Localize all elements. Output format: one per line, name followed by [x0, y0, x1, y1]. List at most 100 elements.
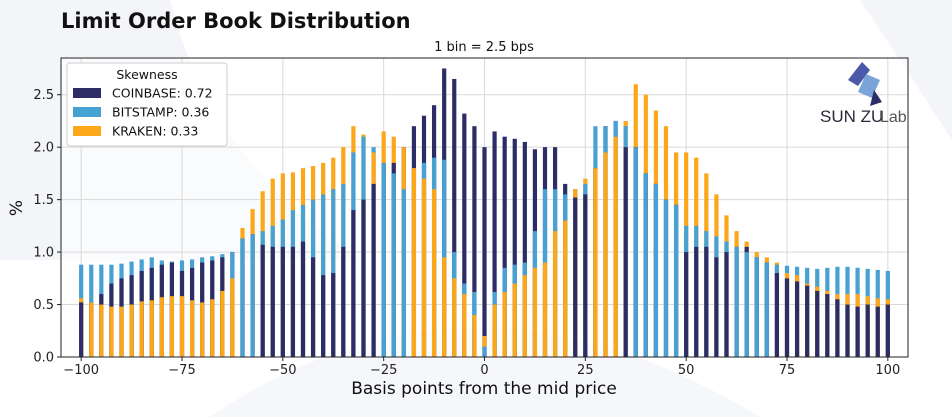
bar-coinbase: [724, 252, 729, 357]
bar-coinbase: [704, 246, 709, 357]
bar-coinbase: [805, 285, 810, 357]
bar-coinbase: [512, 138, 517, 357]
x-tick-label: 50: [678, 363, 695, 378]
bar-coinbase: [684, 252, 689, 357]
bar-kraken: [159, 297, 164, 357]
y-tick-label: 2.5: [33, 88, 54, 103]
legend-item-label: COINBASE: 0.72: [112, 86, 213, 101]
bar-kraken: [139, 301, 144, 357]
bar-bitstamp: [663, 199, 669, 357]
bar-kraken: [99, 304, 104, 357]
y-tick-label: 0.0: [33, 351, 54, 366]
bar-kraken: [613, 136, 618, 357]
bar-kraken: [442, 257, 447, 357]
bar-bitstamp: [764, 262, 769, 357]
y-tick-label: 1.0: [33, 246, 54, 261]
bar-coinbase: [280, 246, 285, 357]
bar-kraken: [169, 296, 175, 357]
bar-kraken: [230, 278, 235, 357]
x-tick-label: −75: [168, 363, 195, 378]
x-tick-label: 75: [779, 363, 796, 378]
legend-swatch: [73, 126, 101, 136]
legend-item-label: KRAKEN: 0.33: [112, 124, 198, 139]
bar-series: [79, 68, 890, 358]
bar-bitstamp: [754, 257, 759, 357]
bar-kraken: [411, 168, 417, 357]
legend-item-label: BITSTAMP: 0.36: [112, 105, 209, 120]
bar-coinbase: [774, 273, 780, 357]
bar-coinbase: [784, 278, 790, 357]
x-tick-label: 25: [577, 363, 594, 378]
bar-coinbase: [573, 197, 578, 357]
bar-kraken: [210, 299, 215, 357]
y-tick-label: 1.5: [33, 193, 54, 208]
x-axis-label: Basis points from the mid price: [351, 379, 617, 399]
bar-bitstamp: [240, 238, 245, 357]
bar-coinbase: [835, 299, 840, 357]
bar-kraken: [431, 189, 437, 357]
bar-coinbase: [794, 281, 800, 357]
bar-kraken: [119, 306, 124, 357]
y-tick-label: 0.5: [33, 298, 54, 313]
bar-coinbase: [341, 246, 346, 357]
x-axis-ticks: −100 −75 −50 −25 0 25 50 75 100: [63, 357, 900, 378]
bar-coinbase: [361, 199, 366, 357]
y-axis-ticks: 0.0 0.5 1.0 1.5 2.0 2.5: [33, 88, 61, 366]
bar-bitstamp: [734, 246, 739, 357]
bar-coinbase: [79, 302, 84, 357]
bar-coinbase: [270, 246, 275, 357]
bar-bitstamp: [653, 183, 659, 357]
brand-icon-shape: [870, 90, 882, 106]
bar-coinbase: [855, 306, 860, 357]
bar-kraken: [421, 178, 427, 357]
bar-bitstamp: [250, 234, 255, 357]
bar-coinbase: [623, 147, 628, 357]
bar-kraken: [472, 315, 477, 357]
bar-kraken: [593, 168, 598, 357]
bar-kraken: [179, 296, 185, 357]
legend-box: [66, 62, 228, 147]
bar-coinbase: [310, 257, 316, 357]
page-title: Limit Order Book Distribution: [61, 9, 411, 33]
brand-icon-shape: [848, 62, 870, 86]
bar-kraken: [532, 267, 538, 357]
bar-coinbase: [371, 183, 376, 357]
bar-bitstamp: [391, 173, 396, 357]
bar-kraken: [502, 291, 507, 357]
y-axis-label: %: [7, 200, 27, 216]
x-tick-label: 0: [480, 363, 488, 378]
bar-bitstamp: [744, 252, 749, 357]
legend-swatch: [73, 107, 101, 117]
watermark-shape: [860, 0, 952, 140]
bar-kraken: [129, 304, 134, 357]
brand-suffix: Lab: [880, 109, 907, 126]
bar-bitstamp: [482, 346, 487, 357]
bar-coinbase: [492, 131, 497, 357]
bar-kraken: [89, 302, 94, 357]
bar-kraken: [200, 302, 205, 357]
bar-kraken: [563, 220, 568, 357]
bar-kraken: [512, 283, 517, 357]
x-tick-label: −100: [63, 363, 99, 378]
bar-kraken: [462, 294, 467, 357]
legend-swatch: [73, 88, 101, 98]
bar-coinbase: [482, 147, 487, 357]
bar-coinbase: [583, 194, 588, 357]
bar-kraken: [220, 290, 225, 357]
bar-bitstamp: [643, 173, 648, 357]
bar-coinbase: [694, 246, 699, 357]
bar-coinbase: [885, 304, 890, 357]
bar-kraken: [522, 275, 527, 357]
bar-coinbase: [452, 78, 457, 357]
bar-bitstamp: [633, 147, 638, 357]
bar-coinbase: [875, 306, 880, 357]
bar-coinbase: [825, 294, 830, 357]
bar-kraken: [492, 304, 497, 357]
chart-subtitle: 1 bin = 2.5 bps: [434, 40, 534, 55]
bar-coinbase: [462, 113, 467, 357]
bar-coinbase: [522, 141, 527, 357]
bar-coinbase: [260, 244, 265, 357]
legend-title: Skewness: [116, 67, 177, 82]
x-tick-label: 100: [875, 363, 900, 378]
